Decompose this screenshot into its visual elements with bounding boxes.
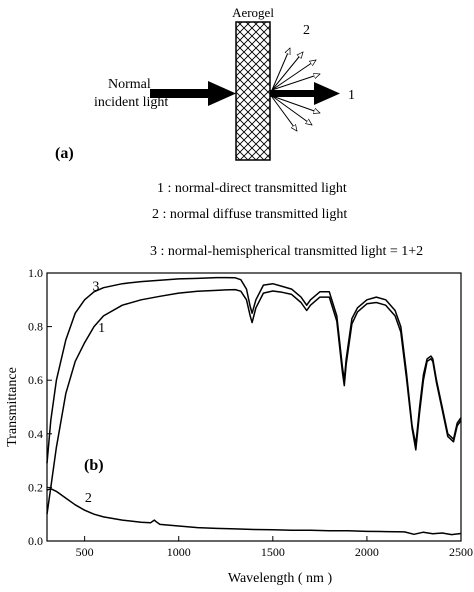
direct-arrow-icon [270,82,340,105]
x-tick-label: 2000 [355,545,379,559]
legend-item-1: 1 : normal-direct transmitted light [157,181,347,196]
y-tick-label: 0.4 [28,427,43,441]
direct-ray-label: 1 [348,88,355,103]
series-line-2 [46,487,462,536]
series-label-2: 2 [85,491,92,506]
series-label-1: 1 [98,321,105,336]
legend-item-2: 2 : normal diffuse transmitted light [152,207,347,222]
panel-b-label: (b) [84,457,104,474]
series-label-3: 3 [92,279,99,294]
y-tick-label: 0.6 [28,373,43,387]
diffuse-ray-label: 2 [303,23,310,38]
diffuse-rays-icon [271,48,320,131]
series-group [46,276,462,536]
series-line-1 [46,288,462,515]
chart: 0.0 0.2 0.4 0.6 0.8 1.0 500 1000 1500 2000 2500 3… [5,266,473,586]
y-axis-label: Transmittance [5,367,20,447]
aerogel-label: Aerogel [232,5,274,20]
y-tick-label: 0.2 [28,480,43,494]
x-axis-label: Wavelength ( nm ) [228,571,333,586]
diagram-panel: Aerogel Normal incident light 1 2 (a) [55,5,355,162]
y-tick-label: 1.0 [28,266,43,280]
plot-frame [46,272,462,542]
x-axis: 500 1000 1500 2000 2500 [76,536,473,559]
x-tick-label: 1500 [261,545,285,559]
y-tick-label: 0.8 [28,320,43,334]
series-line-3 [46,276,462,464]
incident-arrow-icon [150,81,236,106]
x-tick-label: 500 [76,545,94,559]
legend-item-3: 3 : normal-hemispherical transmitted lig… [150,244,423,259]
aerogel-slab [235,21,271,161]
panel-a-label: (a) [55,145,74,162]
incident-label-line1: Normal [108,77,151,92]
x-tick-label: 1000 [167,545,191,559]
y-tick-label: 0.0 [28,534,43,548]
incident-label-line2: incident light [94,95,168,110]
legend: 1 : normal-direct transmitted light 2 : … [150,181,423,259]
y-axis: 0.0 0.2 0.4 0.6 0.8 1.0 [28,266,52,548]
x-tick-label: 2500 [449,545,473,559]
series-labels: 3 1 2 [85,279,105,506]
